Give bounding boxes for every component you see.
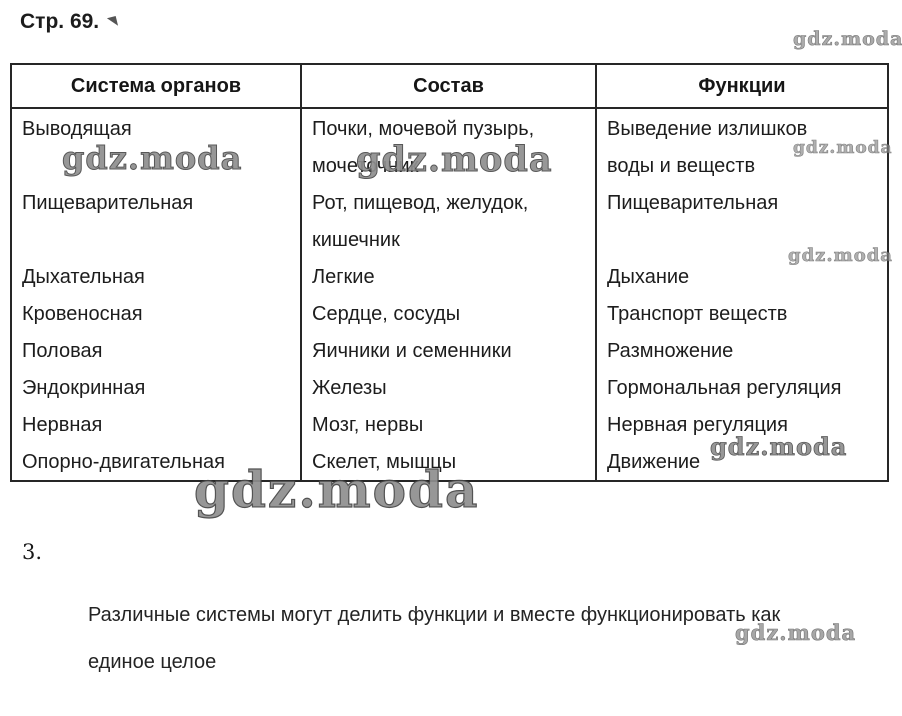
organ-systems-table: Система органов Состав Функции Выводящая… (10, 63, 889, 482)
page-title: Стр. 69. (20, 10, 100, 33)
table-cell-line: Кровеносная (22, 303, 143, 325)
table-cell-line: Пищеварительная (607, 192, 779, 214)
table-body: Выводящая Пищеварительная Дыхательная Крове… (12, 109, 887, 481)
table-cell-line: Опорно-двигательная (22, 451, 225, 473)
table-cell-line (607, 222, 881, 259)
table-cell-line: Дыхание (607, 266, 690, 288)
table-header-row: Система органов Состав Функции (12, 65, 887, 109)
table-cell-line: Скелет, мышцы (312, 451, 457, 473)
table-cell-line (22, 222, 294, 259)
watermark: gdz.moda (793, 28, 902, 51)
table-cell-line: Сердце, сосуды (312, 303, 461, 325)
table-cell-line: Дыхательная (22, 266, 145, 288)
table-cell-line: Размножение (607, 340, 734, 362)
table-cell-line: Железы (312, 377, 387, 399)
table-cell-line: Выведение излишков (607, 118, 808, 140)
table-cell-line: Почки, мочевой пузырь, (312, 118, 535, 140)
table-cell-line: Легкие (312, 266, 375, 288)
table-header-composition: Состав (300, 65, 595, 107)
table-column-functions: Выведение излишков воды и веществ Пищевари… (595, 109, 887, 481)
answer-paragraph: Различные системы могут делить функции и… (88, 592, 880, 686)
table-cell-line: Нервная (22, 414, 103, 436)
table-cell-line: Нервная регуляция (607, 414, 788, 436)
table-cell-line: Транспорт веществ (607, 303, 788, 325)
table-cell-line: Яичники и семенники (312, 340, 512, 362)
table-column-system: Выводящая Пищеварительная Дыхательная Крове… (12, 109, 300, 481)
table-cell-line: Гормональная регуляция (607, 377, 842, 399)
table-cell-line: Половая (22, 340, 103, 362)
table-cell-line: Эндокринная (22, 377, 146, 399)
table-column-composition: Почки, мочевой пузырь, мочеточник Рот, пищ… (300, 109, 595, 481)
answer-line: единое целое (88, 651, 217, 673)
answer-line: Различные системы могут делить функции и… (88, 604, 781, 626)
table-header-system: Система органов (70, 74, 242, 97)
table-cell-line: Рот, пищевод, желудок, (312, 192, 529, 214)
table-cell-line (22, 148, 294, 185)
small-ink-mark (106, 16, 119, 28)
table-cell-line: Пищеварительная (22, 192, 194, 214)
table-cell-line: Мозг, нервы (312, 414, 424, 436)
table-cell-line: кишечник (312, 229, 400, 251)
section-number: 3. (22, 540, 43, 564)
table-header-functions: Функции (595, 65, 887, 107)
table-cell-line: Выводящая (22, 118, 132, 140)
table-cell-line: мочеточник (312, 155, 419, 177)
table-cell-line: Движение (607, 451, 701, 473)
table-cell-line: воды и веществ (607, 155, 756, 177)
